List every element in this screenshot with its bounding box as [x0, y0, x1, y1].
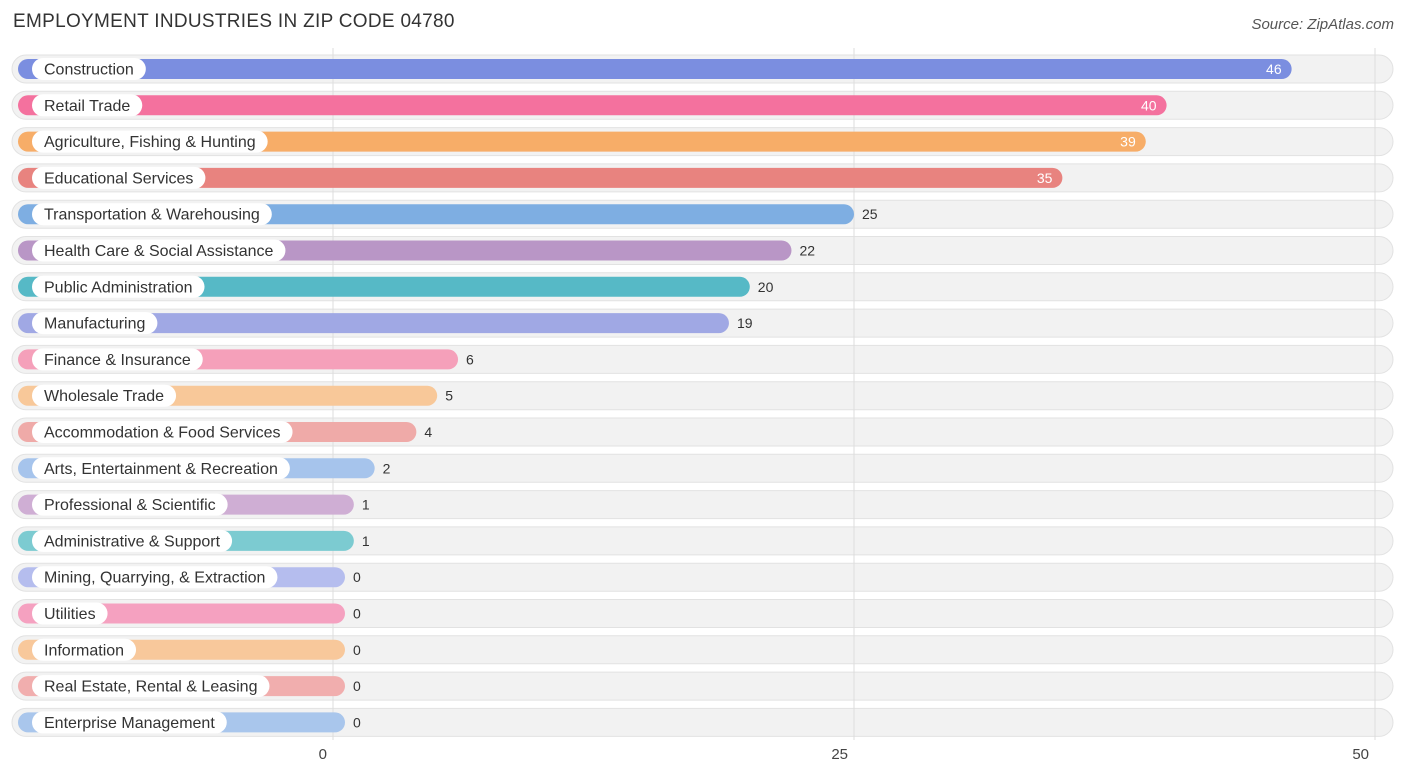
value-label: 0 — [353, 642, 361, 658]
label-pill — [32, 493, 228, 516]
bar-group[interactable]: Transportation & Warehousing 25 — [18, 203, 878, 226]
label-pill — [32, 130, 268, 153]
bar-group[interactable]: Utilities 0 — [18, 602, 361, 625]
category-label: Public Administration — [44, 279, 193, 296]
value-label: 1 — [362, 533, 370, 549]
value-label: 22 — [799, 243, 815, 259]
row-background — [11, 562, 1394, 592]
label-pill — [32, 58, 146, 80]
row-background — [11, 707, 1394, 737]
label-pill — [32, 602, 108, 625]
bar-group[interactable]: Accommodation & Food Services 4 — [18, 421, 432, 443]
category-label: Professional & Scientific — [44, 497, 216, 514]
value-label: 0 — [353, 714, 361, 730]
x-tick-label: 0 — [319, 746, 327, 763]
chart-title: EMPLOYMENT INDUSTRIES IN ZIP CODE 04780 — [13, 11, 455, 32]
value-label: 39 — [1120, 134, 1136, 150]
bar-group[interactable]: Enterprise Management 0 — [18, 711, 361, 734]
category-label: Health Care & Social Assistance — [44, 243, 274, 260]
value-label: 2 — [383, 460, 391, 476]
value-label: 40 — [1141, 97, 1157, 113]
bar[interactable] — [18, 131, 1146, 152]
value-label: 25 — [862, 206, 878, 222]
bar-group[interactable]: Wholesale Trade 5 — [18, 384, 453, 407]
category-label: Administrative & Support — [44, 533, 221, 550]
bar[interactable] — [18, 167, 1063, 188]
category-label: Mining, Quarrying, & Extraction — [44, 570, 265, 587]
bar-group[interactable]: Real Estate, Rental & Leasing 0 — [18, 675, 361, 698]
label-pill — [32, 638, 137, 661]
label-pill — [32, 529, 233, 552]
x-tick-label: 25 — [831, 746, 848, 763]
row-background — [11, 526, 1394, 556]
source-label: Source: ZipAtlas.com — [1251, 16, 1394, 33]
row-background — [11, 635, 1394, 665]
bar-group[interactable]: Administrative & Support 1 — [18, 529, 370, 552]
category-label: Accommodation & Food Services — [44, 425, 281, 442]
x-tick-label: 50 — [1352, 746, 1369, 763]
value-label: 35 — [1037, 170, 1053, 186]
value-label: 0 — [353, 569, 361, 585]
value-label: 4 — [424, 424, 432, 440]
category-label: Real Estate, Rental & Leasing — [44, 679, 257, 696]
bar[interactable] — [18, 313, 729, 334]
label-pill — [32, 239, 286, 262]
row-background — [11, 599, 1394, 628]
label-pill — [32, 312, 158, 335]
value-label: 0 — [353, 606, 361, 622]
category-label: Finance & Insurance — [44, 352, 191, 369]
bar-group[interactable]: Finance & Insurance 6 — [18, 348, 474, 371]
label-pill — [32, 94, 143, 117]
value-label: 6 — [466, 351, 474, 367]
value-label: 1 — [362, 497, 370, 513]
label-pill — [32, 711, 227, 734]
value-label: 46 — [1266, 61, 1282, 77]
bar-group[interactable]: Manufacturing 19 — [18, 312, 753, 335]
label-pill — [32, 203, 272, 226]
bar-group[interactable]: Professional & Scientific 1 — [18, 493, 370, 516]
category-label: Information — [44, 642, 124, 659]
bar-group[interactable]: Construction 46 — [18, 58, 1292, 80]
bar[interactable] — [18, 95, 1167, 116]
bar-group[interactable]: Educational Services 35 — [18, 166, 1063, 189]
value-label: 20 — [758, 279, 774, 295]
bar-group[interactable]: Public Administration 20 — [18, 275, 774, 298]
bar-group[interactable]: Arts, Entertainment & Recreation 2 — [18, 457, 391, 480]
bar-group[interactable]: Retail Trade 40 — [18, 94, 1167, 117]
label-pill — [32, 566, 278, 589]
category-label: Manufacturing — [44, 316, 145, 333]
category-label: Enterprise Management — [44, 715, 215, 732]
category-label: Arts, Entertainment & Recreation — [44, 461, 278, 478]
category-label: Agriculture, Fishing & Hunting — [44, 134, 256, 151]
label-pill — [32, 675, 270, 698]
label-pill — [32, 166, 206, 189]
value-label: 5 — [445, 388, 453, 404]
category-label: Transportation & Warehousing — [44, 207, 260, 224]
value-label: 0 — [353, 678, 361, 694]
bar-group[interactable]: Agriculture, Fishing & Hunting 39 — [18, 130, 1146, 153]
value-label: 19 — [737, 315, 753, 331]
label-pill — [32, 457, 290, 480]
label-pill — [32, 275, 205, 298]
row-background — [11, 671, 1394, 701]
category-label: Educational Services — [44, 170, 193, 187]
bar-group[interactable]: Mining, Quarrying, & Extraction 0 — [18, 566, 361, 589]
category-label: Utilities — [44, 606, 96, 623]
bar-group[interactable]: Health Care & Social Assistance 22 — [18, 239, 815, 262]
label-pill — [32, 384, 177, 407]
label-pill — [32, 348, 203, 371]
label-pill — [32, 421, 293, 443]
category-label: Wholesale Trade — [44, 388, 164, 405]
row-background — [11, 490, 1394, 520]
bar[interactable] — [18, 59, 1292, 79]
category-label: Construction — [44, 62, 134, 79]
bar-group[interactable]: Information 0 — [18, 638, 361, 661]
category-label: Retail Trade — [44, 98, 130, 115]
